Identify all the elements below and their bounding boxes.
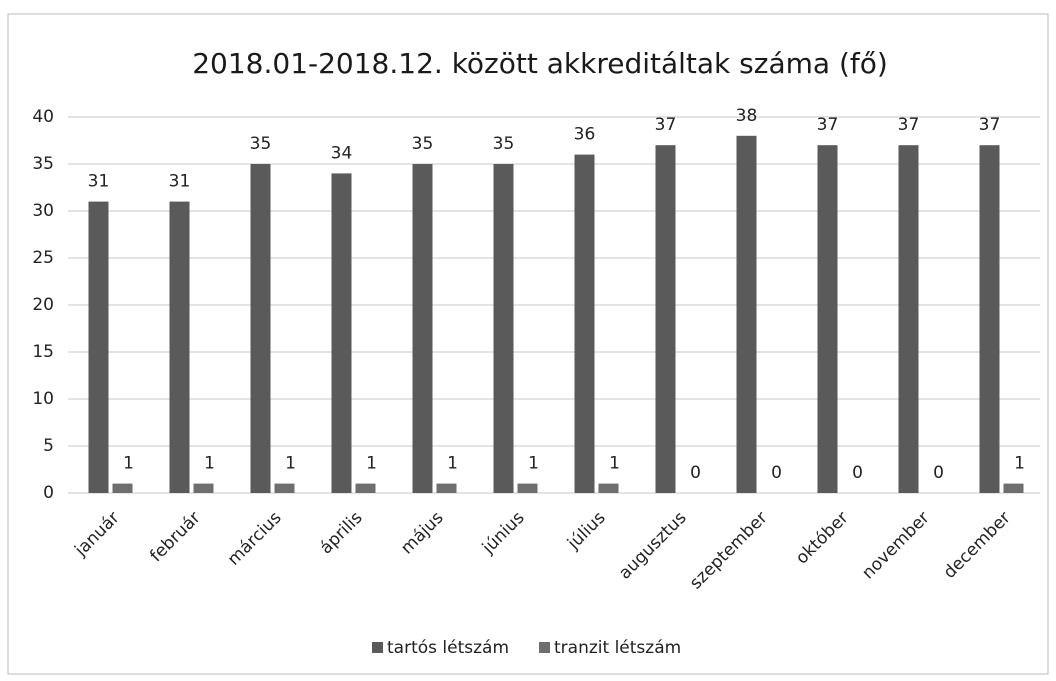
x-tick-label: október: [792, 508, 853, 569]
x-tick-label: február: [146, 508, 204, 566]
data-label: 31: [88, 172, 110, 192]
chart-title: 2018.01-2018.12. között akkreditáltak sz…: [192, 47, 888, 80]
x-tick-label: május: [397, 508, 448, 559]
data-label: 1: [123, 454, 134, 474]
data-label: 1: [609, 454, 620, 474]
x-tick-label: július: [563, 508, 609, 554]
bar: [598, 483, 619, 493]
data-label: 1: [204, 454, 215, 474]
data-label: 1: [447, 454, 458, 474]
y-tick-label: 35: [32, 154, 54, 174]
data-label: 1: [285, 454, 296, 474]
bar: [898, 145, 919, 493]
bar: [331, 173, 352, 493]
data-label: 34: [331, 143, 353, 163]
data-label: 0: [852, 463, 863, 483]
bar: [493, 164, 514, 493]
y-tick-label: 20: [32, 295, 54, 315]
data-label: 1: [366, 454, 377, 474]
y-tick-label: 5: [43, 436, 54, 456]
data-label: 37: [979, 115, 1001, 135]
legend-swatch: [372, 642, 383, 653]
bar: [979, 145, 1000, 493]
legend-label: tartós létszám: [387, 638, 509, 658]
data-label: 35: [412, 134, 434, 154]
data-label: 38: [736, 106, 758, 126]
data-label: 37: [817, 115, 839, 135]
x-tick-label: április: [316, 508, 366, 558]
y-tick-label: 25: [32, 248, 54, 268]
x-tick-label: augusztus: [615, 508, 691, 584]
y-tick-label: 15: [32, 342, 54, 362]
bar: [517, 483, 538, 493]
data-label: 0: [771, 463, 782, 483]
chart-border: [7, 13, 1049, 675]
bar: [88, 201, 109, 493]
data-label: 1: [528, 454, 539, 474]
bar: [817, 145, 838, 493]
data-label: 0: [933, 463, 944, 483]
bar: [436, 483, 457, 493]
data-label: 37: [898, 115, 920, 135]
bar: [355, 483, 376, 493]
legend-swatch: [539, 642, 551, 653]
data-label: 36: [574, 125, 596, 145]
x-tick-label: január: [70, 508, 123, 561]
data-label: 31: [169, 172, 191, 192]
x-tick-label: november: [858, 508, 933, 583]
data-label: 35: [493, 134, 515, 154]
data-label: 35: [250, 134, 272, 154]
x-tick-label: március: [224, 508, 286, 570]
y-tick-label: 30: [32, 201, 54, 221]
bar: [112, 483, 133, 493]
y-tick-label: 40: [32, 107, 54, 127]
bar: [274, 483, 295, 493]
bar: [1003, 483, 1024, 493]
x-tick-label: június: [478, 508, 529, 559]
bar: [736, 135, 757, 494]
bar: [250, 164, 271, 493]
x-tick-label: szeptember: [686, 508, 772, 594]
data-label: 37: [655, 115, 677, 135]
bar: [655, 145, 676, 493]
data-label: 0: [690, 463, 701, 483]
bar: [412, 164, 433, 493]
y-tick-label: 0: [43, 483, 54, 503]
bar: [193, 483, 214, 493]
data-label: 1: [1014, 454, 1025, 474]
bar: [574, 154, 595, 493]
bar: [169, 201, 190, 493]
legend-label: tranzit létszám: [554, 638, 681, 658]
y-tick-label: 10: [32, 389, 54, 409]
x-tick-label: december: [940, 508, 1015, 583]
